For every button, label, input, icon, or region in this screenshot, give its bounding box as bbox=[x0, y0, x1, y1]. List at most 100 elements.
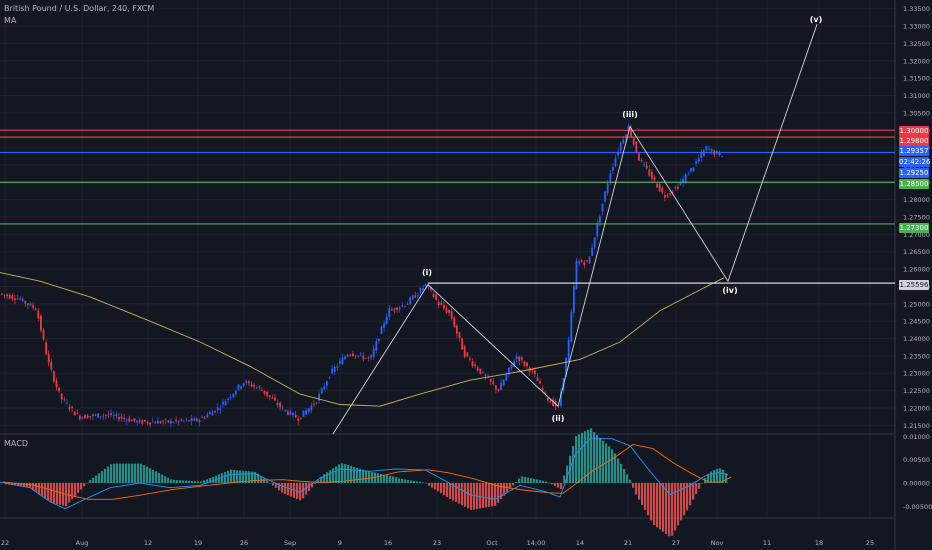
candle-body bbox=[573, 285, 575, 313]
candle-body bbox=[112, 415, 115, 416]
candle-body bbox=[164, 419, 167, 421]
price-tick-label: 1.31500 bbox=[903, 75, 930, 83]
macd-histogram-bar bbox=[656, 483, 659, 528]
macd-histogram-bar bbox=[497, 483, 500, 503]
price-level-badge: 1.27300 bbox=[899, 223, 929, 233]
macd-histogram-bar bbox=[668, 483, 671, 537]
macd-histogram-bar bbox=[242, 470, 245, 483]
candle-body bbox=[214, 410, 216, 413]
price-level-badge: 1.28500 bbox=[899, 179, 929, 189]
time-tick-label: 21 bbox=[624, 539, 632, 547]
macd-histogram-bar bbox=[119, 463, 122, 483]
macd-histogram-bar bbox=[647, 483, 650, 516]
candle-body bbox=[40, 315, 42, 331]
time-tick-label: Oct bbox=[486, 539, 498, 547]
macd-histogram-bar bbox=[332, 468, 335, 483]
macd-histogram-bar bbox=[176, 480, 179, 483]
macd-line bbox=[0, 438, 729, 510]
macd-histogram-bar bbox=[41, 483, 44, 497]
candle-body bbox=[300, 417, 302, 419]
candle-body bbox=[396, 307, 398, 311]
candle-body bbox=[102, 415, 105, 417]
macd-histogram-bar bbox=[443, 483, 446, 496]
candle-body bbox=[643, 163, 645, 165]
candle-body bbox=[640, 160, 643, 162]
candle-body bbox=[42, 329, 45, 340]
candle-body bbox=[63, 399, 66, 401]
candle-body bbox=[664, 194, 666, 198]
time-tick-label: Sep bbox=[284, 539, 296, 547]
macd-histogram-bar bbox=[395, 477, 398, 483]
candle-body bbox=[27, 303, 29, 305]
macd-histogram-bar bbox=[131, 463, 134, 483]
candle-body bbox=[149, 422, 151, 425]
macd-histogram-bar bbox=[494, 483, 497, 506]
macd-histogram-bar bbox=[386, 475, 389, 483]
macd-histogram-bar bbox=[74, 483, 77, 497]
candle-body bbox=[406, 303, 409, 305]
candle-body bbox=[302, 410, 305, 417]
candle-body bbox=[328, 377, 331, 379]
macd-histogram-bar bbox=[275, 483, 278, 488]
macd-histogram-bar bbox=[311, 483, 314, 488]
candle-body bbox=[323, 386, 326, 390]
macd-histogram-bar bbox=[683, 483, 686, 516]
macd-histogram-bar bbox=[641, 483, 644, 505]
macd-histogram-bar bbox=[191, 480, 194, 483]
candle-body bbox=[539, 381, 541, 384]
macd-histogram-bar bbox=[446, 483, 449, 498]
candle-body bbox=[697, 158, 700, 162]
candle-body bbox=[211, 411, 214, 416]
candle-body bbox=[253, 384, 255, 387]
macd-histogram-bar bbox=[197, 481, 200, 483]
candle-body bbox=[684, 174, 687, 182]
macd-histogram-bar bbox=[80, 483, 83, 490]
candle-body bbox=[185, 419, 188, 421]
candle-body bbox=[383, 323, 385, 328]
candle-body bbox=[248, 381, 250, 384]
macd-histogram-bar bbox=[356, 467, 359, 483]
macd-histogram-bar bbox=[83, 483, 86, 487]
candle-body bbox=[313, 403, 315, 405]
macd-histogram-bar bbox=[449, 483, 452, 499]
candle-body bbox=[401, 305, 404, 307]
candle-body bbox=[388, 308, 391, 317]
candle-body bbox=[687, 174, 690, 176]
candle-body bbox=[45, 342, 47, 355]
price-level-badge: 1.29800 bbox=[899, 136, 929, 146]
macd-histogram-bar bbox=[509, 483, 512, 489]
macd-tick-label: -0.00500 bbox=[903, 503, 932, 511]
candle-body bbox=[294, 414, 297, 418]
macd-histogram-bar bbox=[416, 481, 419, 483]
candle-body bbox=[333, 367, 336, 372]
macd-histogram-bar bbox=[320, 476, 323, 483]
macd-histogram-bar bbox=[575, 435, 578, 483]
candle-body bbox=[357, 355, 359, 357]
candle-body bbox=[315, 402, 318, 404]
candle-body bbox=[240, 386, 242, 389]
macd-histogram-bar bbox=[278, 483, 281, 491]
macd-histogram-bar bbox=[20, 483, 23, 487]
candle-body bbox=[476, 367, 479, 371]
candle-body bbox=[344, 356, 346, 360]
candle-body bbox=[638, 153, 640, 161]
candle-body bbox=[367, 357, 370, 359]
candle-body bbox=[237, 384, 240, 390]
macd-histogram-bar bbox=[428, 483, 431, 486]
candle-body bbox=[703, 150, 705, 157]
candle-body bbox=[279, 402, 281, 408]
macd-histogram-bar bbox=[689, 483, 692, 506]
candle-body bbox=[651, 171, 653, 179]
candle-body bbox=[281, 407, 284, 409]
macd-histogram-bar bbox=[425, 482, 428, 484]
candle-body bbox=[443, 304, 445, 309]
candle-body bbox=[349, 354, 352, 356]
candle-body bbox=[66, 402, 68, 404]
macd-histogram-bar bbox=[677, 483, 680, 526]
macd-histogram-bar bbox=[605, 443, 608, 483]
macd-histogram-bar bbox=[62, 483, 65, 506]
macd-histogram-bar bbox=[281, 483, 284, 493]
macd-histogram-bar bbox=[44, 483, 47, 499]
macd-histogram-bar bbox=[377, 473, 380, 483]
